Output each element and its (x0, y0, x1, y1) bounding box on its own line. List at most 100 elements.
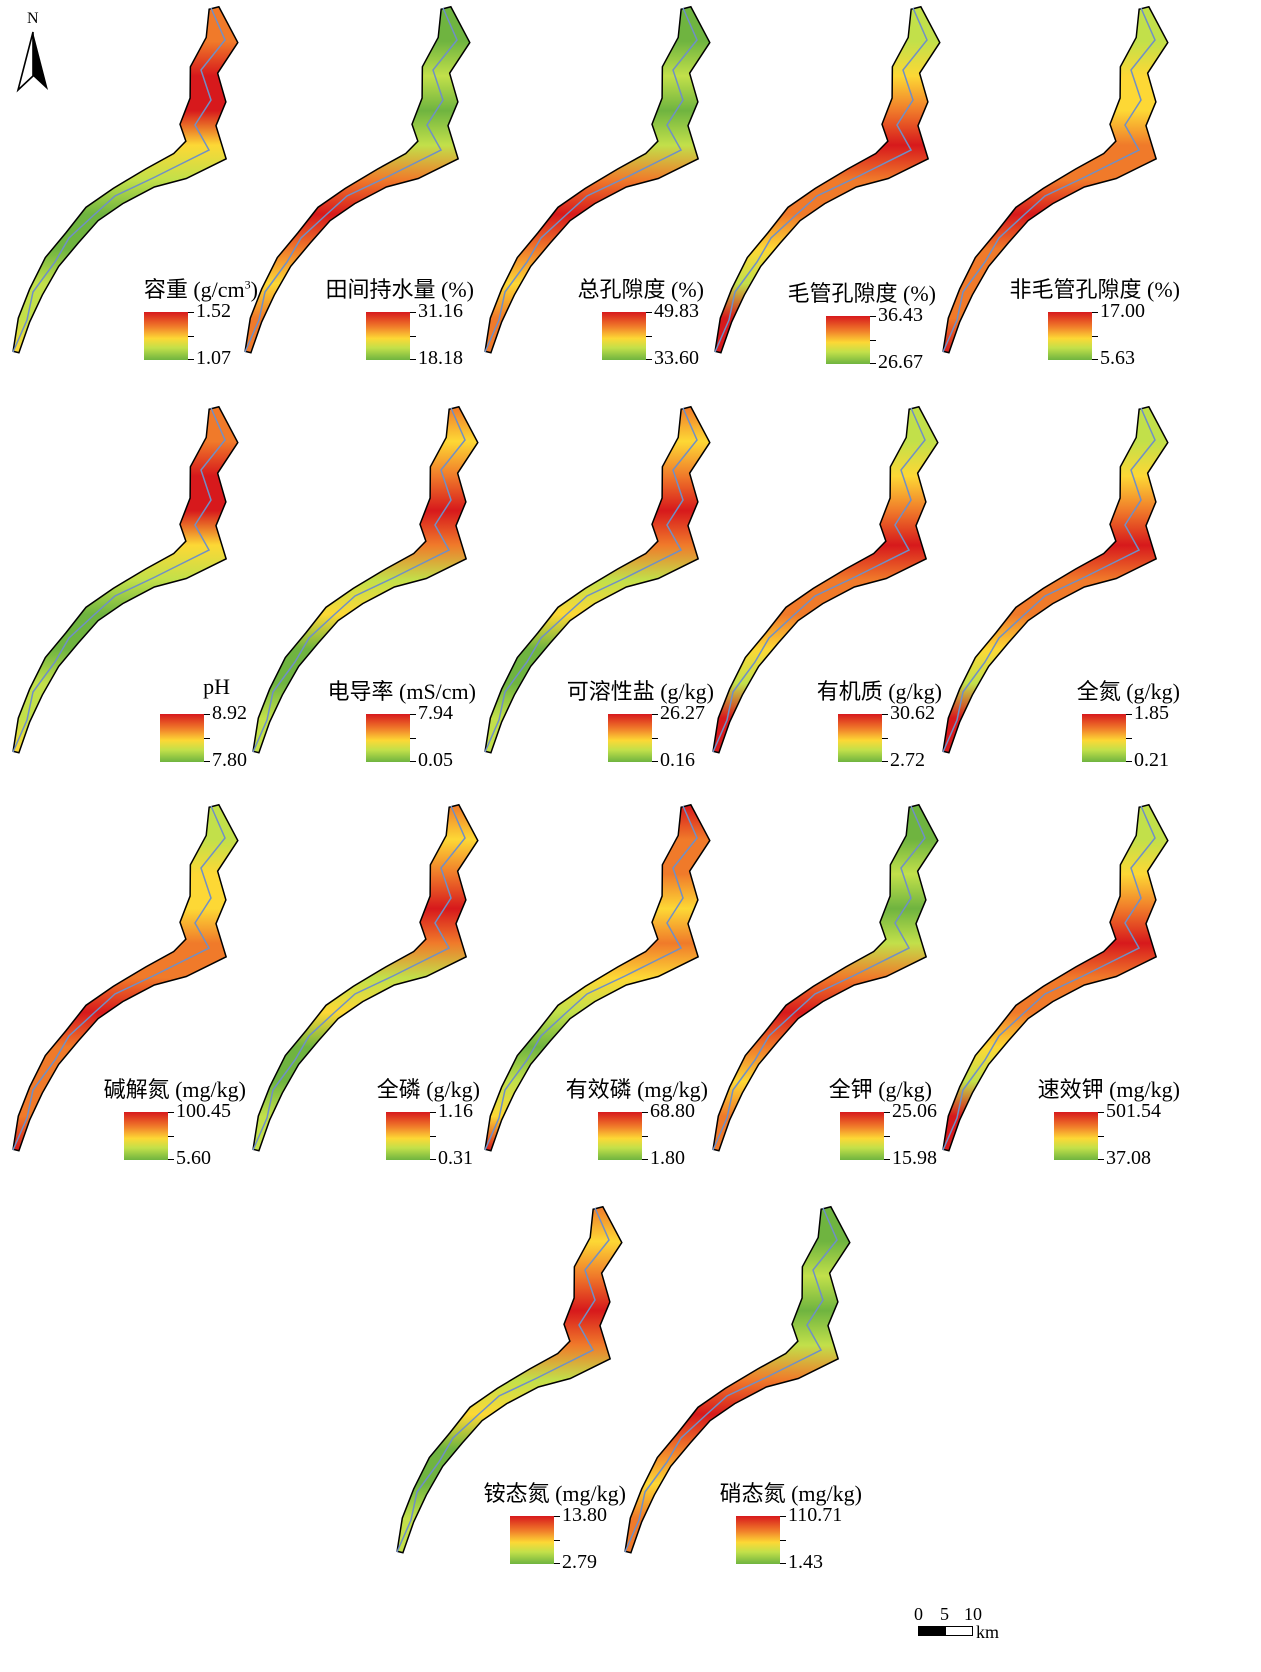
valley-region (624, 1205, 851, 1554)
map-total-potassium (712, 803, 939, 1152)
legend-min: 33.60 (654, 347, 699, 369)
valley-region (714, 5, 941, 354)
river-line (396, 1207, 610, 1553)
map-panel-total-nitrogen: 全氮 (g/kg) 1.85 0.21 (930, 400, 1180, 820)
legend-min: 2.79 (562, 1551, 597, 1573)
scale-tick-0: 0 (914, 1604, 923, 1624)
map-panel-available-phosphorus: 有效磷 (mg/kg) 68.80 1.80 (472, 798, 722, 1218)
panel-title: 全磷 (g/kg) (376, 1077, 480, 1102)
legend-min: 7.80 (212, 749, 247, 771)
panel-title: 铵态氮 (mg/kg) (483, 1481, 626, 1506)
panel-title: 电导率 (mS/cm) (327, 679, 477, 704)
map-available-potassium (942, 803, 1169, 1152)
map-total-nitrogen (942, 405, 1169, 754)
legend-min: 15.98 (892, 1147, 937, 1169)
legend-min: 1.43 (788, 1551, 823, 1573)
panel-title: 全氮 (g/kg) (1076, 679, 1180, 704)
panel-title: 毛管孔隙度 (%) (787, 281, 936, 306)
river-line (942, 7, 1156, 353)
legend-min: 37.08 (1106, 1147, 1151, 1169)
valley-region (396, 1205, 623, 1554)
valley-region (484, 405, 711, 754)
map-panel-soluble-salt: 可溶性盐 (g/kg) 26.27 0.16 (472, 400, 722, 820)
river-line (484, 7, 698, 353)
river-line (942, 407, 1156, 753)
valley-region (252, 405, 479, 754)
legend-min: 5.60 (176, 1147, 211, 1169)
panel-title: 速效钾 (mg/kg) (1037, 1077, 1180, 1102)
river-line (12, 407, 226, 753)
map-bulk-density (12, 5, 239, 354)
legend-min: 1.07 (196, 347, 231, 369)
map-noncapillary-porosity (942, 5, 1169, 354)
legend-max: 8.92 (212, 702, 247, 724)
valley-region (712, 803, 939, 1152)
panel-title: pH (203, 674, 230, 699)
panel-title: 有机质 (g/kg) (816, 679, 942, 704)
river-line (714, 7, 928, 353)
legend-max: 110.71 (788, 1504, 843, 1526)
map-alkali-nitrogen (12, 803, 239, 1152)
map-panel-available-potassium: 速效钾 (mg/kg) 501.54 37.08 (930, 798, 1180, 1218)
legend-min: 18.18 (418, 347, 463, 369)
river-line (252, 805, 466, 1151)
river-line (712, 805, 926, 1151)
map-field-capacity (244, 5, 471, 354)
map-panel-organic-matter: 有机质 (g/kg) 30.62 2.72 (700, 400, 950, 820)
scale-tick-10: 10 (964, 1604, 982, 1624)
map-capillary-porosity (714, 5, 941, 354)
legend-min: 5.63 (1100, 347, 1135, 369)
valley-region (12, 405, 239, 754)
river-line (484, 407, 698, 753)
map-panel-noncapillary-porosity: 非毛管孔隙度 (%) 17.00 5.63 (930, 0, 1180, 420)
legend-max: 1.85 (1134, 702, 1169, 724)
legend-max: 7.94 (418, 702, 453, 724)
map-available-phosphorus (484, 803, 711, 1152)
legend-max: 49.83 (654, 300, 699, 322)
legend-max: 25.06 (892, 1100, 937, 1122)
legend-max: 31.16 (418, 300, 463, 322)
panel-title: 可溶性盐 (g/kg) (566, 679, 714, 704)
legend-max: 1.52 (196, 300, 231, 322)
panel-title: 非毛管孔隙度 (%) (1009, 277, 1180, 302)
valley-region (244, 5, 471, 354)
river-line (942, 805, 1156, 1151)
map-organic-matter (712, 405, 939, 754)
legend-max: 26.27 (660, 702, 705, 724)
map-panel-ph: pH 8.92 7.80 (0, 400, 250, 820)
map-soluble-salt (484, 405, 711, 754)
river-line (244, 7, 458, 353)
valley-region (712, 405, 939, 754)
map-panel-total-phosphorus: 全磷 (g/kg) 1.16 0.31 (240, 798, 490, 1218)
panel-title: 有效磷 (mg/kg) (565, 1077, 708, 1102)
legend-min: 0.21 (1134, 749, 1169, 771)
river-line (484, 805, 698, 1151)
map-panel-alkali-nitrogen: 碱解氮 (mg/kg) 100.45 5.60 (0, 798, 250, 1218)
valley-region (484, 803, 711, 1152)
map-conductivity (252, 405, 479, 754)
valley-region (942, 5, 1169, 354)
map-panel-ammonium-nitrogen: 铵态氮 (mg/kg) 13.80 2.79 (384, 1200, 634, 1620)
legend-max: 13.80 (562, 1504, 607, 1526)
panel-title: 田间持水量 (%) (325, 277, 474, 302)
north-arrow-icon (16, 31, 48, 93)
legend-max: 30.62 (890, 702, 935, 724)
river-line (252, 407, 466, 753)
legend-min: 1.80 (650, 1147, 685, 1169)
river-line (12, 7, 226, 353)
map-panel-nitrate-nitrogen: 硝态氮 (mg/kg) 110.71 1.43 (612, 1200, 862, 1620)
legend-max: 100.45 (176, 1100, 231, 1122)
legend-min: 0.05 (418, 749, 453, 771)
map-panel-total-potassium: 全钾 (g/kg) 25.06 15.98 (700, 798, 950, 1218)
valley-region (484, 5, 711, 354)
legend-max: 501.54 (1106, 1100, 1161, 1122)
map-ph (12, 405, 239, 754)
map-panel-field-capacity: 田间持水量 (%) 31.16 18.18 (232, 0, 482, 420)
map-total-phosphorus (252, 803, 479, 1152)
panel-title: 容重 (g/cm3) (143, 277, 258, 302)
map-panel-total-porosity: 总孔隙度 (%) 49.83 33.60 (472, 0, 722, 420)
legend-min: 0.31 (438, 1147, 473, 1169)
valley-region (942, 803, 1169, 1152)
panel-title: 总孔隙度 (%) (577, 277, 704, 302)
legend-max: 36.43 (878, 304, 923, 326)
